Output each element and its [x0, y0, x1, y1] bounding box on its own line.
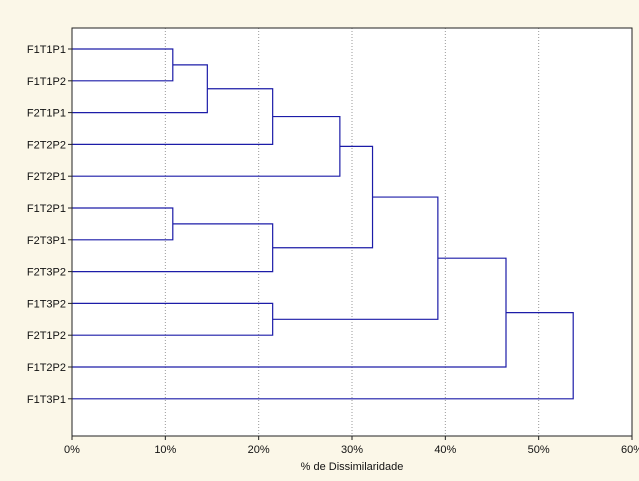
- x-tick-label-20: 20%: [248, 444, 270, 456]
- merge-link-3: [72, 64, 208, 114]
- x-tick-label-10: 10%: [154, 444, 176, 456]
- x-tick-label-60: 60%: [621, 444, 639, 456]
- leaf-label-F2T3P2: F2T3P2: [27, 267, 66, 279]
- x-axis-ticks: 0% 10% 20% 30% 40% 50% 60%: [64, 436, 639, 456]
- leaf-label-F1T2P1: F1T2P1: [27, 203, 66, 215]
- leaf-label-F2T3P1: F2T3P1: [27, 235, 66, 247]
- grid-lines: [164, 28, 540, 436]
- leaf-label-F1T2P2: F1T2P2: [27, 362, 66, 374]
- x-tick-label-0: 0%: [64, 444, 80, 456]
- dendrogram-links: [72, 48, 574, 400]
- leaf-labels: F1T1P1 F1T1P2 F2T1P1 F2T2P2 F2T2P1 F1T2P1 F2T3…: [27, 44, 72, 406]
- leaf-label-F2T1P2: F2T1P2: [27, 330, 66, 342]
- merge-link-8: [272, 145, 374, 249]
- x-tick-label-40: 40%: [434, 444, 456, 456]
- leaf-label-F2T1P1: F2T1P1: [27, 108, 66, 120]
- leaf-label-F1T3P2: F1T3P2: [27, 298, 66, 310]
- leaf-label-F1T1P2: F1T1P2: [27, 76, 66, 88]
- leaf-label-F2T2P1: F2T2P1: [27, 171, 66, 183]
- x-tick-label-30: 30%: [341, 444, 363, 456]
- leaf-label-F1T1P1: F1T1P1: [27, 44, 66, 56]
- x-axis-title: % de Dissimilaridade: [301, 461, 404, 473]
- leaf-label-F2T2P2: F2T2P2: [27, 139, 66, 151]
- merge-link-11: [72, 311, 574, 400]
- x-tick-label-50: 50%: [528, 444, 550, 456]
- leaf-label-F1T3P1: F1T3P1: [27, 394, 66, 406]
